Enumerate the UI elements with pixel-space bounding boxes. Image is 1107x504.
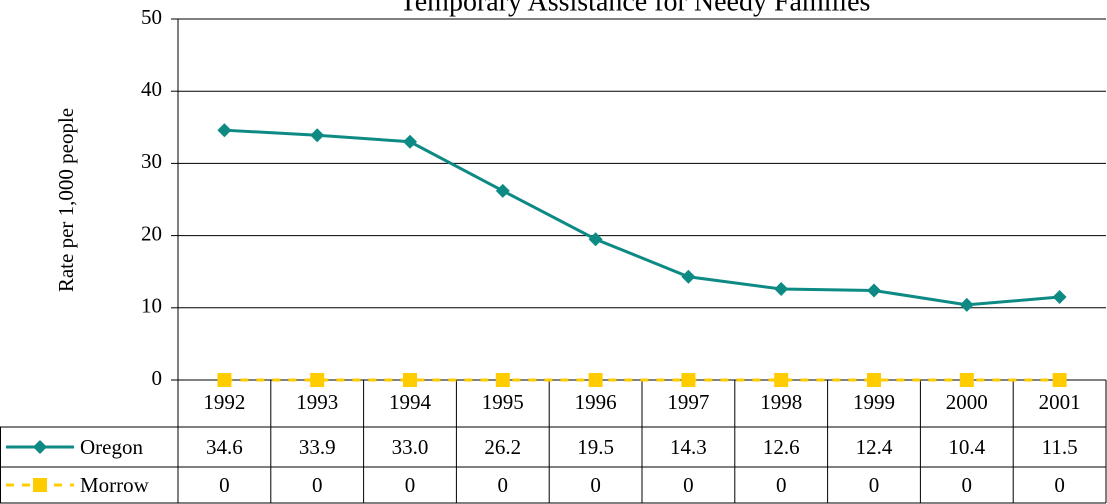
marker xyxy=(217,123,232,138)
chart-title: Temporary Assistance for Needy Families xyxy=(400,0,871,17)
x-tick-label: 1994 xyxy=(389,390,432,414)
table-value: 0 xyxy=(219,473,230,497)
marker xyxy=(403,134,417,149)
x-tick-label: 1993 xyxy=(296,390,338,414)
x-tick-label: 1992 xyxy=(203,390,245,414)
legend-label: Oregon xyxy=(80,435,143,459)
marker xyxy=(1052,289,1067,304)
y-tick-label: 30 xyxy=(141,149,162,173)
y-axis-label: Rate per 1,000 people xyxy=(54,108,78,292)
table-value: 26.2 xyxy=(484,435,521,459)
table-value: 14.3 xyxy=(670,435,707,459)
marker xyxy=(403,373,417,387)
table-value: 0 xyxy=(405,473,416,497)
marker xyxy=(588,373,603,387)
marker xyxy=(681,269,696,284)
marker xyxy=(588,232,603,247)
marker xyxy=(310,373,325,387)
y-tick-label: 10 xyxy=(141,294,162,318)
x-tick-label: 1995 xyxy=(482,390,524,414)
table-value: 10.4 xyxy=(948,435,985,459)
table-value: 33.9 xyxy=(299,435,336,459)
y-tick-label: 20 xyxy=(141,221,162,245)
marker xyxy=(681,373,696,387)
marker xyxy=(774,282,789,297)
marker xyxy=(310,128,325,143)
table-value: 0 xyxy=(1054,473,1065,497)
table-value: 0 xyxy=(776,473,787,497)
table-value: 0 xyxy=(498,473,509,497)
table-value: 11.5 xyxy=(1042,435,1078,459)
table-value: 0 xyxy=(590,473,601,497)
table-value: 19.5 xyxy=(577,435,614,459)
y-tick-label: 50 xyxy=(141,5,162,29)
marker xyxy=(217,373,232,387)
table-value: 0 xyxy=(312,473,323,497)
x-tick-label: 2000 xyxy=(946,390,988,414)
marker xyxy=(774,373,789,387)
marker xyxy=(1052,373,1067,387)
y-tick-label: 40 xyxy=(141,77,162,101)
marker xyxy=(959,373,974,387)
table-value: 12.4 xyxy=(856,435,893,459)
table-value: 33.0 xyxy=(392,435,429,459)
legend-marker xyxy=(33,478,47,492)
x-tick-label: 1999 xyxy=(853,390,895,414)
x-tick-label: 1998 xyxy=(760,390,802,414)
table-value: 0 xyxy=(869,473,880,497)
legend-marker xyxy=(33,440,47,454)
legend-label: Morrow xyxy=(80,473,150,497)
x-tick-label: 1997 xyxy=(667,390,709,414)
marker xyxy=(867,373,881,387)
marker xyxy=(495,373,510,387)
table-value: 0 xyxy=(683,473,694,497)
table-value: 34.6 xyxy=(206,435,243,459)
marker xyxy=(867,283,881,298)
marker xyxy=(495,183,510,198)
marker xyxy=(959,297,974,312)
x-tick-label: 2001 xyxy=(1039,390,1081,414)
x-tick-label: 1996 xyxy=(575,390,617,414)
table-value: 0 xyxy=(962,473,973,497)
table-value: 12.6 xyxy=(763,435,800,459)
y-tick-label: 0 xyxy=(152,366,163,390)
series-line xyxy=(224,128,1060,307)
